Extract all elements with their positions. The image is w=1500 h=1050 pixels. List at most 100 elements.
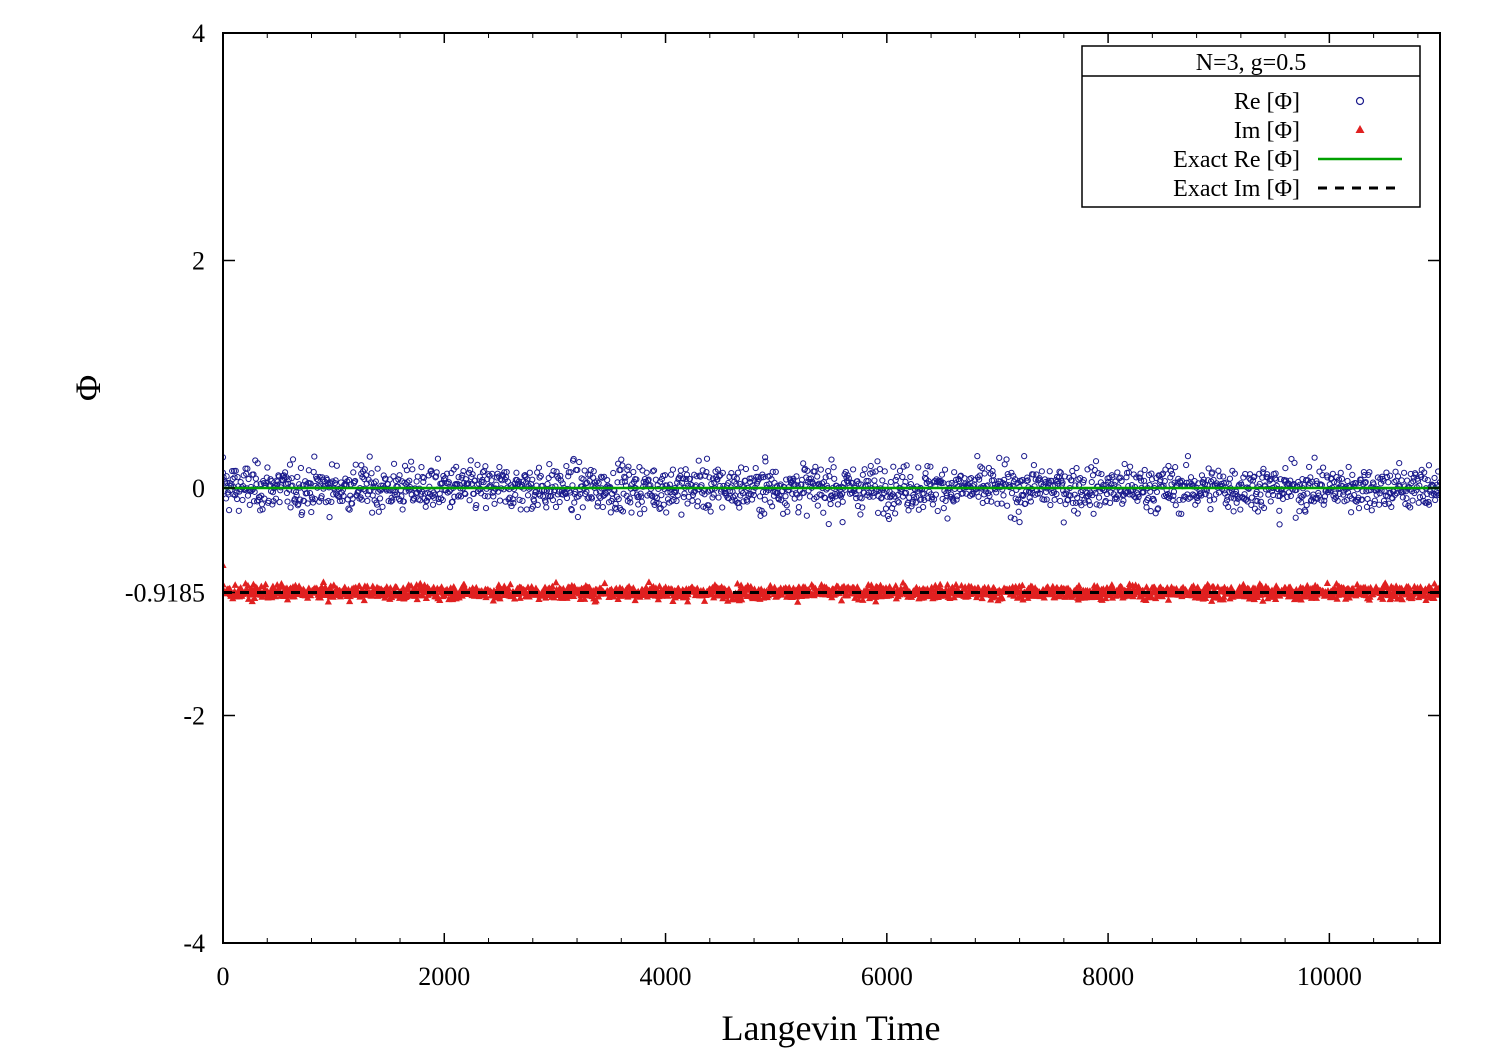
re-phi-point — [543, 504, 550, 511]
re-phi-point — [1038, 468, 1045, 475]
re-phi-point — [593, 489, 600, 496]
y-tick-label: -0.9185 — [125, 578, 205, 607]
re-phi-point — [1313, 477, 1320, 485]
re-phi-point — [1047, 501, 1054, 509]
re-phi-point — [839, 490, 846, 497]
re-phi-point — [756, 493, 764, 500]
re-phi-point — [328, 498, 335, 506]
re-phi-point — [1382, 500, 1389, 508]
re-phi-point — [570, 455, 577, 463]
re-phi-point — [1425, 462, 1433, 469]
re-phi-point — [795, 504, 803, 511]
re-phi-point — [1226, 475, 1234, 482]
im-phi-point — [552, 578, 560, 586]
re-phi-point — [1043, 496, 1050, 503]
im-phi-point — [413, 595, 421, 603]
re-phi-point — [825, 520, 832, 528]
re-phi-point — [1236, 494, 1243, 501]
re-phi-point — [1324, 474, 1331, 481]
re-phi-point — [1117, 474, 1124, 481]
re-phi-point — [1004, 471, 1011, 478]
re-phi-point — [390, 460, 398, 467]
im-phi-point — [244, 595, 253, 602]
im-phi-point — [1204, 580, 1212, 588]
re-phi-point — [1088, 478, 1095, 486]
re-phi-point — [1162, 466, 1169, 473]
re-phi-point — [599, 503, 606, 511]
re-phi-point — [369, 509, 376, 516]
re-phi-point — [1165, 462, 1172, 470]
re-phi-point — [652, 493, 659, 500]
re-phi-point — [472, 504, 479, 512]
re-phi-point — [1112, 478, 1119, 485]
re-phi-point — [866, 493, 873, 500]
re-phi-point — [968, 475, 975, 482]
re-phi-point — [636, 510, 644, 517]
re-phi-point — [230, 467, 238, 475]
re-phi-point — [1388, 503, 1395, 511]
re-phi-point — [630, 468, 637, 476]
re-phi-point — [282, 480, 289, 487]
re-phi-point — [349, 495, 356, 502]
re-phi-point — [951, 469, 958, 476]
re-phi-point — [246, 501, 253, 508]
re-phi-point — [1141, 466, 1148, 474]
re-phi-point — [481, 492, 488, 500]
re-phi-point — [546, 461, 553, 468]
re-phi-point — [706, 474, 713, 481]
re-phi-point — [386, 476, 393, 483]
re-phi-point — [728, 497, 736, 504]
re-phi-point — [482, 505, 490, 512]
re-phi-point — [1228, 494, 1235, 501]
im-phi-point — [496, 594, 504, 602]
re-phi-point — [985, 464, 992, 472]
re-phi-point — [920, 490, 927, 497]
re-phi-point — [469, 471, 476, 478]
re-phi-point — [1418, 473, 1425, 481]
x-tick-label: 8000 — [1082, 962, 1134, 991]
re-phi-point — [811, 468, 818, 475]
re-phi-point — [920, 503, 927, 511]
re-phi-point — [709, 494, 716, 501]
re-phi-point — [1434, 490, 1440, 497]
re-phi-point — [733, 475, 740, 482]
re-phi-point — [527, 480, 535, 488]
re-phi-point — [1022, 500, 1029, 507]
re-phi-point — [769, 468, 776, 475]
re-phi-point — [1074, 494, 1081, 501]
re-phi-point — [678, 479, 686, 486]
re-phi-point — [769, 503, 776, 510]
im-phi-point — [859, 596, 867, 603]
re-phi-point — [284, 498, 291, 505]
re-phi-point — [673, 497, 680, 505]
re-phi-point — [263, 474, 270, 481]
re-phi-point — [595, 479, 602, 487]
re-phi-point — [1257, 498, 1265, 505]
re-phi-point — [683, 475, 690, 483]
re-phi-point — [387, 498, 395, 505]
re-phi-point — [827, 500, 834, 508]
re-phi-point — [1024, 477, 1031, 484]
re-phi-point — [859, 504, 866, 511]
re-phi-point — [325, 497, 332, 505]
re-phi-point — [1148, 476, 1156, 483]
re-phi-point — [1113, 495, 1120, 503]
im-phi-point — [1272, 582, 1280, 589]
im-phi-point — [655, 582, 664, 589]
re-phi-point — [1436, 479, 1440, 486]
re-phi-point — [1107, 489, 1114, 496]
im-phi-point — [1398, 595, 1406, 603]
legend-label: Exact Im [Φ] — [1173, 176, 1300, 202]
re-phi-point — [1070, 472, 1077, 480]
re-phi-point — [1137, 470, 1144, 477]
im-phi-point — [251, 594, 259, 602]
re-phi-point — [567, 469, 574, 476]
re-phi-point — [867, 462, 874, 470]
re-phi-point — [1011, 515, 1018, 522]
im-phi-point — [283, 595, 292, 603]
re-phi-point — [1260, 504, 1268, 512]
re-phi-point — [1376, 501, 1383, 508]
im-phi-point — [642, 583, 650, 591]
re-phi-point — [858, 495, 865, 502]
re-phi-point — [526, 469, 533, 476]
